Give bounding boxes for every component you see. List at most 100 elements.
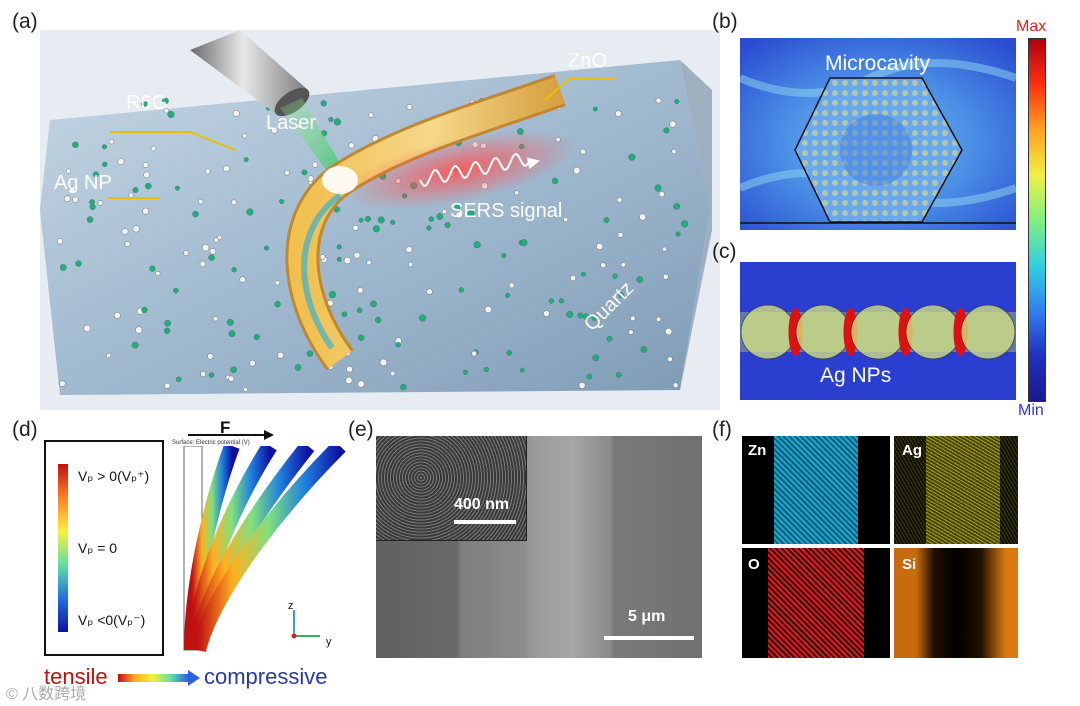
nanoparticle — [312, 161, 318, 168]
nanoparticle — [294, 364, 302, 371]
nanoparticle — [253, 333, 260, 340]
nanoparticle — [663, 273, 669, 280]
inset-scale-label: 400 nm — [454, 496, 510, 513]
nanoparticle — [213, 237, 219, 243]
nanoparticle — [83, 324, 91, 333]
surface-potential-note: Surface: Electric potential (V) — [172, 440, 250, 446]
nanoparticle — [72, 141, 79, 149]
laser-beam — [280, 98, 350, 186]
nanoparticle — [163, 327, 171, 334]
nanoparticle — [97, 200, 104, 206]
nanoparticle — [328, 290, 337, 299]
nanoparticle — [366, 260, 372, 266]
nanoparticle — [89, 199, 95, 205]
ag-nanoparticle — [740, 304, 796, 360]
nanoparticle — [603, 217, 610, 224]
nanoparticle — [436, 213, 444, 220]
nanoparticle — [458, 287, 464, 293]
nanoparticle — [379, 358, 388, 367]
nanoparticle — [92, 171, 99, 178]
legend-colorbar — [58, 464, 68, 632]
nanoparticle — [343, 256, 351, 264]
nanoparticle — [86, 216, 94, 223]
nanoparticle — [665, 328, 673, 336]
nanoparticle — [669, 120, 677, 128]
ag-nanoparticle — [960, 304, 1016, 360]
panel-c-field-map — [740, 262, 1016, 400]
nanoparticle — [117, 158, 125, 166]
microcavity-label: Microcavity — [825, 52, 931, 75]
nanoparticle — [135, 326, 143, 334]
nanoparticle — [145, 182, 152, 190]
nanoparticle — [375, 316, 382, 324]
nanoparticle — [419, 314, 427, 322]
nanoparticle — [581, 271, 586, 277]
nanoparticle — [667, 356, 673, 362]
nanoparticle — [628, 153, 636, 161]
legend-negative: Vₚ <0(Vₚ⁻) — [78, 612, 146, 628]
nanoparticle — [406, 104, 413, 110]
nanoparticle — [208, 372, 215, 378]
nanoparticle — [426, 288, 433, 295]
nanoparticle — [390, 371, 396, 377]
zn-label: Zn — [748, 442, 767, 459]
nanoparticle — [336, 244, 342, 250]
o-label: O — [748, 556, 760, 573]
nanoparticle — [591, 314, 598, 321]
nanoparticle — [274, 280, 280, 286]
nanoparticle — [141, 306, 148, 314]
nanoparticle — [364, 215, 371, 222]
nanoparticle — [520, 239, 528, 247]
sem-image — [376, 436, 702, 658]
nanoparticle — [306, 350, 314, 357]
sers-wave — [419, 152, 531, 187]
nanoparticle — [239, 276, 246, 283]
nanoparticle — [583, 313, 590, 320]
nanoparticle — [377, 216, 385, 224]
gradient-arrow-bar — [118, 674, 188, 682]
nanoparticle — [66, 168, 72, 174]
nanoparticle — [243, 387, 248, 392]
nanoparticle — [228, 330, 236, 337]
nanoparticle — [483, 366, 490, 373]
panel-b-label: (b) — [712, 10, 738, 33]
nanoparticle — [274, 301, 281, 308]
nanoparticle — [467, 210, 475, 217]
nanoparticle — [307, 175, 314, 182]
nanoparticle — [226, 318, 234, 326]
nanoparticle — [155, 270, 161, 276]
nanoparticle — [163, 108, 169, 114]
nanoparticle — [663, 127, 670, 134]
nanoparticle — [243, 157, 249, 163]
axis-y-label: y — [326, 636, 332, 648]
si-label: Si — [902, 556, 917, 573]
panel-c-label: (c) — [712, 240, 737, 263]
nanoparticle — [75, 260, 82, 267]
panel-d-label: (d) — [12, 418, 38, 441]
nanoparticle — [681, 220, 689, 228]
nanoparticle — [368, 112, 374, 118]
nanoparticle — [164, 319, 171, 327]
nanoparticle — [217, 234, 223, 240]
nanoparticle — [149, 265, 156, 272]
nanoparticle — [408, 261, 414, 267]
nanoparticle — [473, 241, 481, 249]
nanoparticle — [639, 213, 646, 221]
nanoparticle — [658, 191, 665, 198]
nanoparticle — [131, 341, 139, 349]
nanoparticle — [101, 144, 107, 150]
nanoparticle — [592, 106, 598, 112]
nanoparticle — [150, 145, 157, 152]
nanoparticle — [620, 262, 626, 268]
nanoparticle — [662, 246, 667, 252]
colorbar-max-label: Max — [1016, 18, 1047, 35]
nanoparticle — [277, 351, 284, 359]
nanoparticle — [228, 375, 235, 382]
nanoparticle — [106, 353, 112, 359]
colorbar — [1028, 38, 1046, 402]
ag-nanoparticle — [850, 304, 906, 360]
nanoparticle — [175, 376, 182, 383]
nanoparticle — [370, 300, 377, 308]
nanoparticle — [246, 208, 254, 216]
nanoparticle — [551, 177, 559, 185]
